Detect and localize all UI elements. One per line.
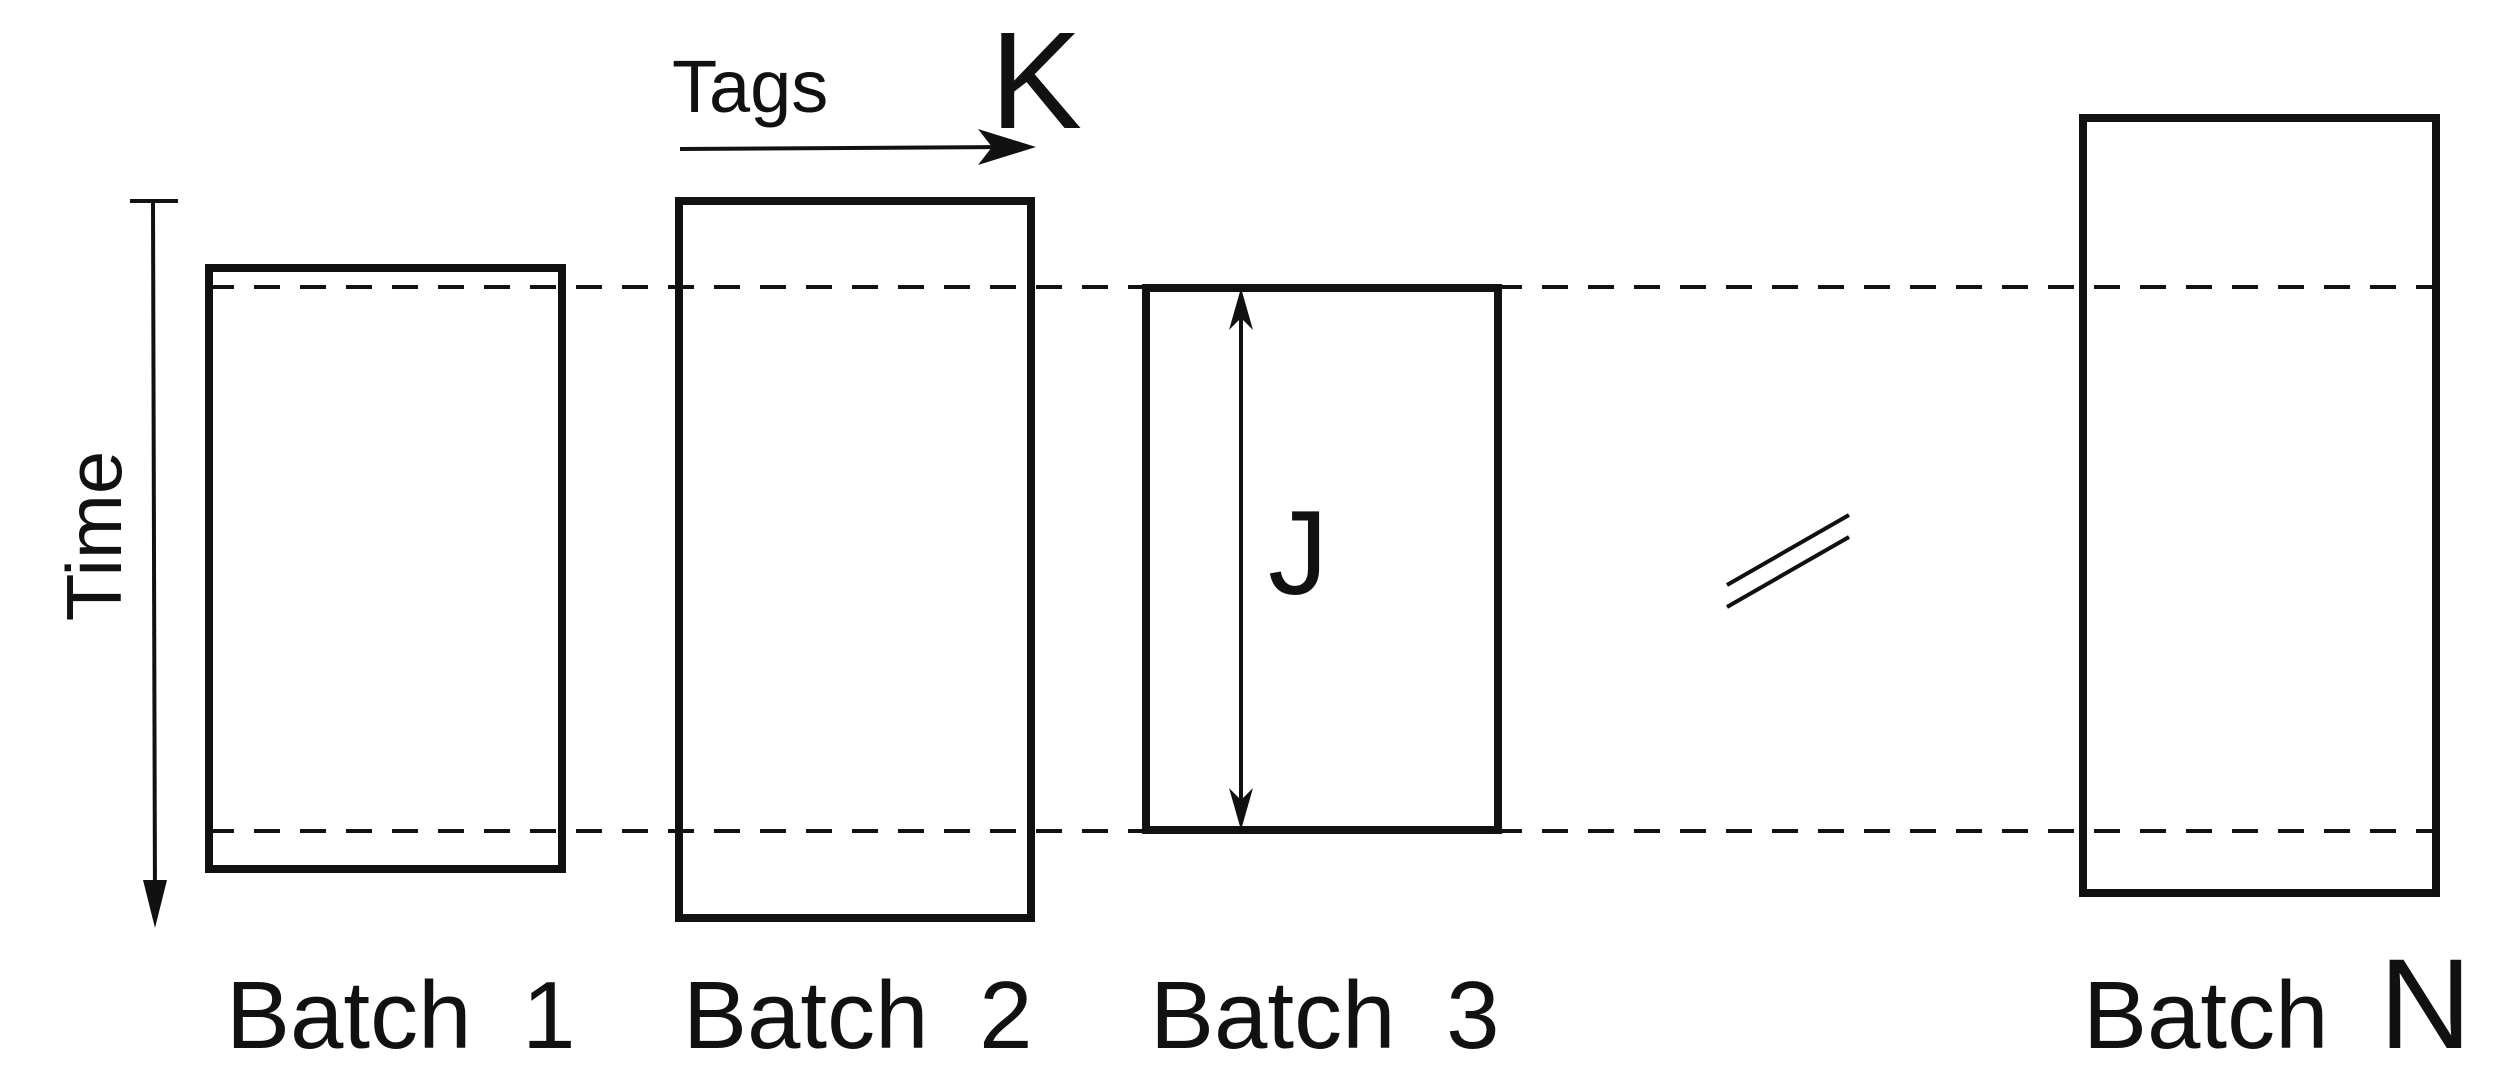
- batch-n-label-number: N: [2379, 933, 2471, 1067]
- batch-3-label-prefix: Batch: [1150, 962, 1395, 1067]
- k-dimension-label: K: [990, 4, 1082, 158]
- tags-axis: Tags K: [672, 4, 1082, 165]
- time-axis: Time: [50, 199, 178, 928]
- time-axis-line: [151, 200, 157, 906]
- batch-n-label-prefix: Batch: [2083, 962, 2328, 1067]
- batch-3-label: Batch 3: [1150, 962, 1500, 1067]
- break-mark-line-1: [1726, 513, 1850, 587]
- break-mark: [1726, 513, 1850, 609]
- batch-n-label: Batch N: [2083, 933, 2472, 1067]
- tags-axis-label: Tags: [672, 45, 828, 128]
- time-axis-arrowhead: [143, 880, 167, 928]
- time-axis-label: Time: [50, 451, 138, 621]
- batch-1-label: Batch 1: [226, 962, 576, 1067]
- batch-2-label-number: 2: [979, 962, 1032, 1067]
- batch-3-block: [1142, 284, 1502, 834]
- j-arrow-down-head: [1229, 788, 1253, 830]
- batch-1-label-prefix: Batch: [226, 962, 471, 1067]
- tags-axis-arrowhead: [978, 129, 1036, 165]
- j-dimension-arrow: J: [1229, 288, 1328, 830]
- batch-2-label: Batch 2: [683, 962, 1033, 1067]
- batch-1-block: [205, 264, 566, 873]
- j-dimension-label: J: [1268, 486, 1328, 620]
- batch-3-label-number: 3: [1446, 962, 1499, 1067]
- batch-2-block: [675, 197, 1035, 922]
- batch-2-label-prefix: Batch: [683, 962, 928, 1067]
- tags-axis-line: [679, 145, 1011, 151]
- break-mark-line-2: [1726, 535, 1850, 609]
- batch-n-block: [2079, 114, 2440, 897]
- j-arrow-up-head: [1229, 288, 1253, 330]
- batch-1-label-number: 1: [522, 962, 575, 1067]
